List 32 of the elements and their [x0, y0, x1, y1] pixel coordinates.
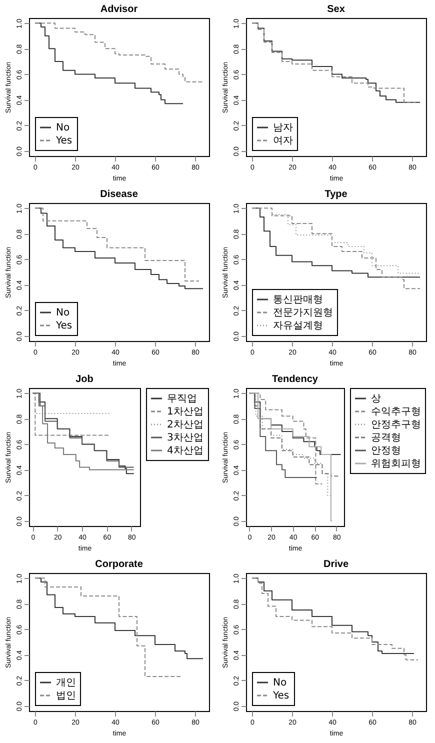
- legend-label: 안정추구형: [371, 420, 421, 430]
- chart-title: Advisor: [100, 4, 138, 15]
- legend-label: 1차산업: [167, 406, 204, 418]
- legend-label: 2차산업: [167, 420, 204, 430]
- legend-label: 남자: [273, 122, 293, 134]
- legend-label: 위험회피형: [371, 458, 421, 470]
- legend-label: 상: [371, 394, 381, 404]
- legend-label: No: [56, 308, 70, 318]
- legend-label: 안정형: [371, 446, 401, 456]
- chart-title: Sex: [327, 4, 346, 15]
- legend-label: 법인: [56, 690, 76, 702]
- legend-label: 여자: [273, 136, 293, 146]
- chart-title: Drive: [323, 559, 349, 570]
- legend-label: Yes: [272, 690, 290, 702]
- legend-label: 4차산업: [167, 446, 204, 456]
- chart-title: Tendency: [272, 374, 318, 385]
- legend-label: 개인: [56, 678, 76, 688]
- legend-label: Yes: [55, 136, 72, 146]
- legend-label: No: [56, 122, 70, 134]
- legend-label: 자유설계형: [273, 320, 323, 332]
- chart-title: Job: [76, 374, 94, 385]
- legend-label: No: [273, 678, 287, 688]
- legend-label: 무직업: [167, 394, 197, 404]
- legend-label: 통신판매형: [273, 294, 323, 306]
- legend-label: 3차산업: [167, 432, 204, 444]
- chart-title: Disease: [100, 189, 138, 200]
- legend-label: 공격형: [371, 432, 401, 444]
- chart-title: Corporate: [95, 559, 144, 570]
- legend-label: 수익추구형: [371, 406, 421, 418]
- legend-label: Yes: [55, 320, 72, 332]
- legend-label: 전문가지원형: [273, 308, 333, 318]
- chart-title: Type: [324, 189, 348, 200]
